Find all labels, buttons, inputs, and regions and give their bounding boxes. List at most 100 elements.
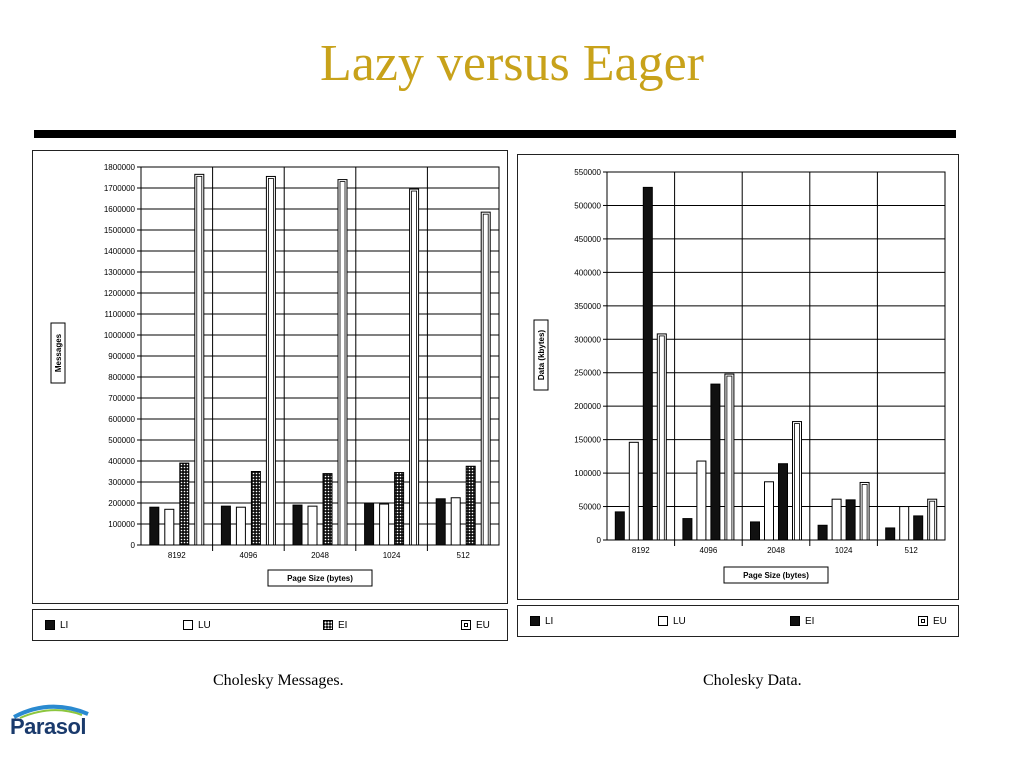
x-tick-label: 8192 <box>632 546 650 555</box>
y-tick-label: 100000 <box>574 469 601 478</box>
y-tick-label: 700000 <box>108 394 135 403</box>
y-tick-label: 1200000 <box>104 289 136 298</box>
bar-ei-1024 <box>394 472 405 546</box>
messages-chart-panel: 0 100000 200000 300000 400000 500000 600000 700… <box>32 150 508 604</box>
bar-li-512 <box>435 498 446 546</box>
y-tick-label: 0 <box>131 541 136 550</box>
bar-lu-1024 <box>831 498 842 541</box>
legend-label-lu: LU <box>673 615 686 627</box>
bar-eu-2048 <box>792 421 802 541</box>
parasol-logo: Parasol <box>10 700 100 744</box>
bar-inner-outline <box>794 423 800 541</box>
x-tick-label: 4096 <box>700 546 718 555</box>
y-axis-label: Data (kbytes) <box>537 330 546 381</box>
bar-eu-4096 <box>724 373 735 541</box>
bar-li-8192 <box>149 506 160 546</box>
legend-label-eu: EU <box>476 619 490 631</box>
legend-item-lu: LU <box>183 619 211 631</box>
bar-eu-1024 <box>859 481 870 541</box>
x-tick-label: 512 <box>905 546 919 555</box>
messages-chart-caption: Cholesky Messages. <box>213 672 344 689</box>
y-tick-label: 0 <box>597 536 602 545</box>
y-tick-label: 150000 <box>574 436 601 445</box>
legend-swatch-ei <box>323 620 333 630</box>
legend-swatch-ei <box>790 616 800 626</box>
bar-li-4096 <box>220 505 231 546</box>
y-tick-label: 200000 <box>108 499 135 508</box>
bar-inner-outline <box>411 190 418 546</box>
y-tick-label: 300000 <box>108 478 135 487</box>
bar-lu-2048 <box>307 505 318 546</box>
y-tick-label: 900000 <box>108 352 135 361</box>
bar-ei-4096 <box>250 471 261 546</box>
bar-eu-512 <box>480 211 491 546</box>
bar-li-8192 <box>614 511 625 541</box>
y-tick-label: 200000 <box>574 402 601 411</box>
y-tick-label: 50000 <box>579 503 602 512</box>
bar-eu-8192 <box>656 333 667 541</box>
bar-li-1024 <box>817 524 828 541</box>
y-tick-label: 1700000 <box>104 184 136 193</box>
title-divider <box>34 130 956 138</box>
y-tick-label: 500000 <box>574 201 601 210</box>
legend-item-eu: EU <box>461 619 490 631</box>
y-tick-label: 1800000 <box>104 163 136 172</box>
bar-ei-512 <box>913 515 924 541</box>
bar-lu-8192 <box>628 441 639 541</box>
x-axis-label: Page Size (bytes) <box>743 571 809 580</box>
x-tick-label: 1024 <box>383 551 401 560</box>
bar-eu-8192 <box>194 173 205 546</box>
bar-li-512 <box>885 527 896 541</box>
y-tick-label: 350000 <box>574 302 601 311</box>
legend-label-ei: EI <box>338 619 348 631</box>
x-tick-label: 1024 <box>835 546 853 555</box>
bar-inner-outline <box>726 375 733 541</box>
y-tick-label: 400000 <box>108 457 135 466</box>
y-axis-label-box <box>533 319 549 391</box>
bar-inner-outline <box>267 178 274 546</box>
legend-label-lu: LU <box>198 619 211 631</box>
logo-text: Parasol <box>10 714 87 739</box>
bar-inner-outline <box>929 500 936 541</box>
y-tick-label: 1600000 <box>104 205 136 214</box>
slide-title: Lazy versus Eager <box>319 35 705 92</box>
data-chart-caption: Cholesky Data. <box>703 672 802 689</box>
y-tick-label: 300000 <box>574 335 601 344</box>
legend-swatch-li <box>530 616 540 626</box>
legend-label-li: LI <box>60 619 69 631</box>
bar-inner-outline <box>658 335 665 541</box>
y-tick-label: 250000 <box>574 369 601 378</box>
bar-li-2048 <box>292 504 303 546</box>
x-axis-label: Page Size (bytes) <box>287 574 353 583</box>
legend-swatch-eu <box>461 620 471 630</box>
bar-lu-512 <box>450 497 461 546</box>
y-axis-label: Messages <box>54 333 63 372</box>
bar-ei-2048 <box>778 463 788 541</box>
bar-lu-1024 <box>379 503 390 546</box>
legend-label-ei: EI <box>805 615 815 627</box>
bar-inner-outline <box>482 213 489 546</box>
bar-lu-4096 <box>696 460 707 541</box>
bar-lu-512 <box>899 506 910 541</box>
x-tick-label: 2048 <box>311 551 329 560</box>
y-tick-label: 800000 <box>108 373 135 382</box>
bar-inner-outline <box>861 484 868 541</box>
y-tick-label: 100000 <box>108 520 135 529</box>
x-axis-label-box <box>723 566 829 584</box>
y-tick-label: 1300000 <box>104 268 136 277</box>
messages-chart: 0 100000 200000 300000 400000 500000 600000 700… <box>50 163 500 587</box>
y-tick-label: 1000000 <box>104 331 136 340</box>
bar-ei-512 <box>465 465 476 546</box>
legend-label-li: LI <box>545 615 554 627</box>
y-axis-label-box <box>50 322 66 384</box>
legend-swatch-lu <box>658 616 668 626</box>
data-chart-panel: 0 50000 100000 150000 200000 250000 300000 3500… <box>517 154 959 600</box>
legend-item-ei: EI <box>790 615 814 627</box>
data-chart: 0 50000 100000 150000 200000 250000 300000 3500… <box>533 168 946 584</box>
legend-item-ei: EI <box>323 619 347 631</box>
y-tick-label: 600000 <box>108 415 135 424</box>
bar-lu-2048 <box>764 481 774 541</box>
x-tick-label: 2048 <box>767 546 785 555</box>
legend-swatch-li <box>45 620 55 630</box>
y-tick-label: 400000 <box>574 268 601 277</box>
